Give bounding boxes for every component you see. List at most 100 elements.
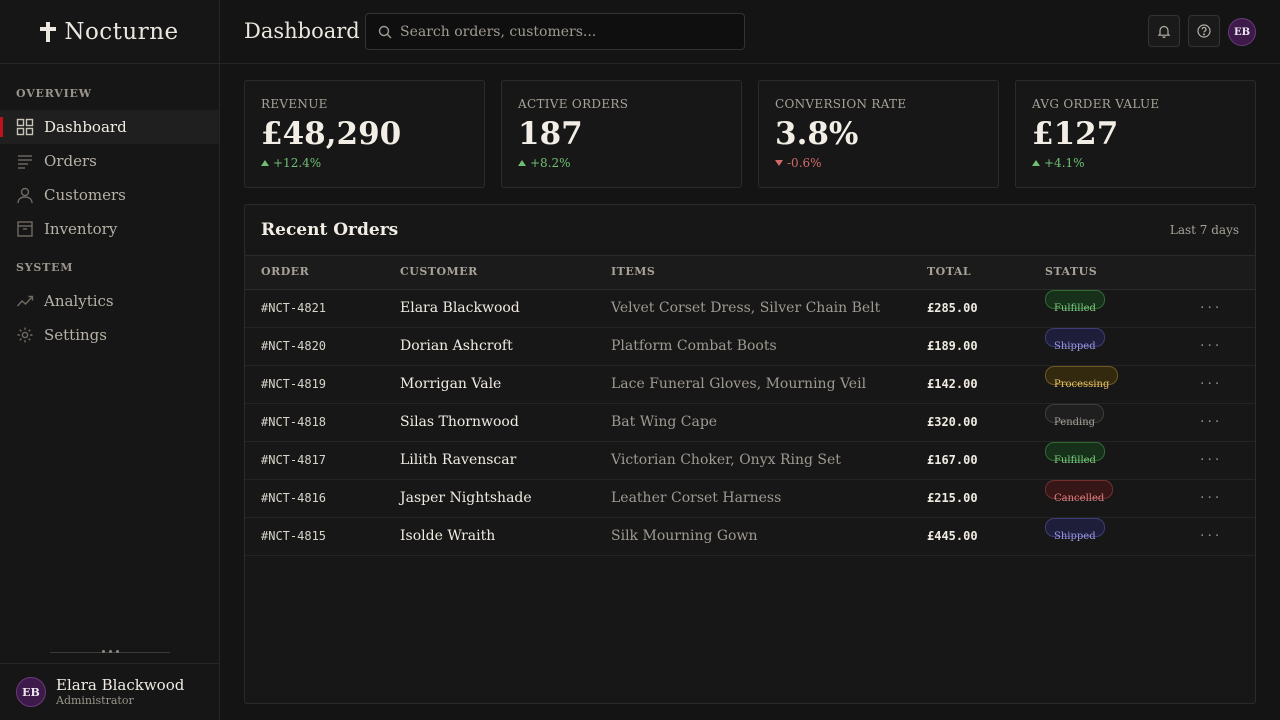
order-total: £215.00: [927, 491, 978, 505]
page-title: Dashboard: [244, 19, 360, 43]
order-id: #NCT-4820: [261, 339, 327, 353]
status-badge: Pending: [1045, 404, 1105, 428]
status-badge: Fulfilled: [1045, 290, 1105, 314]
order-id: #NCT-4818: [261, 415, 327, 429]
column-header-order[interactable]: ORDER: [261, 265, 310, 278]
column-header-total[interactable]: TOTAL: [927, 265, 972, 278]
brand[interactable]: Nocturne: [0, 0, 219, 64]
nav-section-system: SYSTEM: [16, 261, 74, 274]
nav-section-overview: OVERVIEW: [16, 87, 92, 100]
orders-table-body: #NCT-4821 Elara Blackwood Velvet Corset Dr…: [245, 290, 1255, 556]
customer-name: Silas Thornwood: [400, 414, 519, 430]
search-box[interactable]: [365, 13, 745, 50]
user-role: Administrator: [56, 694, 134, 707]
status-badge: Fulfilled: [1045, 442, 1105, 466]
recent-orders-panel: Recent Orders Last 7 days ORDER CUSTOMER…: [244, 204, 1256, 704]
more-actions-icon[interactable]: ···: [1200, 338, 1223, 354]
stat-delta-value: +12.4%: [273, 156, 322, 170]
stat-value: £127: [1032, 116, 1119, 152]
trend-down-icon: [775, 160, 783, 166]
order-total: £167.00: [927, 453, 978, 467]
sidebar-item-label: Inventory: [44, 220, 118, 238]
header-avatar[interactable]: EB: [1228, 18, 1256, 46]
help-button[interactable]: [1188, 15, 1220, 47]
table-row[interactable]: #NCT-4816 Jasper Nightshade Leather Corset…: [245, 480, 1255, 518]
order-items: Leather Corset Harness: [611, 490, 782, 506]
customer-name: Lilith Ravenscar: [400, 452, 517, 468]
order-items: Victorian Choker, Onyx Ring Set: [611, 452, 841, 468]
order-id: #NCT-4819: [261, 377, 327, 391]
user-profile[interactable]: EB Elara Blackwood Administrator: [0, 663, 219, 720]
avatar: EB: [16, 677, 46, 707]
stat-delta: +8.2%: [518, 156, 725, 170]
status-badge: Cancelled: [1045, 480, 1114, 504]
cross-logo-icon: [40, 21, 57, 42]
list-icon: [18, 155, 32, 169]
table-row[interactable]: #NCT-4817 Lilith Ravenscar Victorian Choke…: [245, 442, 1255, 480]
sidebar-item-settings[interactable]: Settings: [0, 318, 219, 352]
table-row[interactable]: #NCT-4820 Dorian Ashcroft Platform Combat …: [245, 328, 1255, 366]
more-actions-icon[interactable]: ···: [1200, 490, 1223, 506]
panel-title: Recent Orders: [261, 220, 399, 240]
order-id: #NCT-4816: [261, 491, 327, 505]
sidebar-item-label: Settings: [44, 326, 107, 344]
sidebar: Nocturne OVERVIEW Dashboard Orders Custo…: [0, 0, 220, 720]
sidebar-item-analytics[interactable]: Analytics: [0, 284, 219, 318]
stat-delta-value: +8.2%: [530, 156, 571, 170]
stat-value: £48,290: [261, 116, 402, 152]
more-actions-icon[interactable]: ···: [1200, 300, 1223, 316]
sidebar-item-label: Customers: [44, 186, 126, 204]
sidebar-item-orders[interactable]: Orders: [0, 144, 219, 178]
more-actions-icon[interactable]: ···: [1200, 452, 1223, 468]
trend-up-icon: [1032, 160, 1040, 166]
search-input[interactable]: [400, 23, 720, 40]
grid-icon: [16, 118, 34, 136]
order-total: £189.00: [927, 339, 978, 353]
bell-icon: [1157, 25, 1171, 38]
sidebar-item-customers[interactable]: Customers: [0, 178, 219, 212]
stat-value: 3.8%: [775, 116, 859, 152]
column-header-items[interactable]: ITEMS: [611, 265, 656, 278]
stat-card-avg-order-value: AVG ORDER VALUE £127 +4.1%: [1015, 80, 1256, 188]
order-items: Velvet Corset Dress, Silver Chain Belt: [611, 300, 881, 316]
order-items: Lace Funeral Gloves, Mourning Veil: [611, 376, 867, 392]
order-total: £320.00: [927, 415, 978, 429]
stat-card-revenue: REVENUE £48,290 +12.4%: [244, 80, 485, 188]
top-bar: Dashboard EB: [220, 0, 1280, 64]
notifications-button[interactable]: [1148, 15, 1180, 47]
gear-icon: [17, 327, 33, 343]
stat-label: REVENUE: [261, 97, 328, 111]
more-actions-icon[interactable]: ···: [1200, 414, 1223, 430]
order-items: Bat Wing Cape: [611, 414, 718, 430]
status-badge: Processing: [1045, 366, 1119, 390]
column-header-status[interactable]: STATUS: [1045, 265, 1098, 278]
trend-up-icon: [261, 160, 269, 166]
order-total: £142.00: [927, 377, 978, 391]
order-total: £285.00: [927, 301, 978, 315]
table-row[interactable]: #NCT-4821 Elara Blackwood Velvet Corset Dr…: [245, 290, 1255, 328]
sidebar-item-dashboard[interactable]: Dashboard: [0, 110, 219, 144]
more-actions-icon[interactable]: ···: [1200, 376, 1223, 392]
order-id: #NCT-4815: [261, 529, 327, 543]
order-items: Platform Combat Boots: [611, 338, 777, 354]
stat-delta: +12.4%: [261, 156, 468, 170]
column-header-customer[interactable]: CUSTOMER: [400, 265, 478, 278]
customer-name: Isolde Wraith: [400, 528, 496, 544]
table-row[interactable]: #NCT-4818 Silas Thornwood Bat Wing Cape £32…: [245, 404, 1255, 442]
sidebar-ornament: [100, 650, 120, 656]
stat-delta-value: +4.1%: [1044, 156, 1085, 170]
search-icon: [378, 25, 392, 38]
sidebar-item-inventory[interactable]: Inventory: [0, 212, 219, 246]
more-actions-icon[interactable]: ···: [1200, 528, 1223, 544]
table-row[interactable]: #NCT-4819 Morrigan Vale Lace Funeral Glove…: [245, 366, 1255, 404]
trend-icon: [16, 295, 34, 307]
brand-name: Nocturne: [64, 18, 179, 45]
table-header: ORDER CUSTOMER ITEMS TOTAL STATUS: [245, 256, 1255, 290]
user-icon: [17, 187, 33, 204]
date-range-filter[interactable]: Last 7 days: [1169, 223, 1239, 237]
trend-up-icon: [518, 160, 526, 166]
stat-card-conversion-rate: CONVERSION RATE 3.8% -0.6%: [758, 80, 999, 188]
customer-name: Morrigan Vale: [400, 376, 502, 392]
sidebar-item-label: Analytics: [44, 292, 114, 310]
table-row[interactable]: #NCT-4815 Isolde Wraith Silk Mourning Gown…: [245, 518, 1255, 556]
